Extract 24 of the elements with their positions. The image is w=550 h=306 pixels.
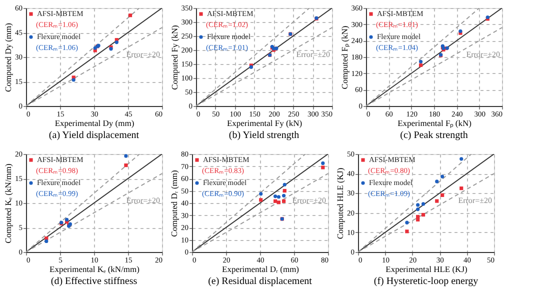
x-axis-title: Experimental HLE (KJ) bbox=[386, 264, 468, 274]
annotation: Error=±20 bbox=[466, 50, 500, 60]
text: (f) Hysteretic-loop energy bbox=[374, 276, 478, 287]
annotation: Error=±20 bbox=[296, 50, 330, 60]
annotation: Error=±20 bbox=[458, 196, 492, 206]
text: (d) Effective stiffness bbox=[50, 276, 138, 287]
x-axis-title: Experimental Fy (kN) bbox=[226, 118, 302, 128]
x-axis-title: Experimental Fₚ (kN) bbox=[398, 118, 472, 129]
y-axis-title: Computed Dy (mm) bbox=[3, 22, 13, 92]
annotation: Error=±20 bbox=[126, 196, 160, 206]
annotation: Error=±20 bbox=[126, 50, 160, 60]
y-axis-title: Computed Kₑ (kN/mm) bbox=[3, 164, 13, 244]
x-axis-title: Experimental Dᵣ (mm) bbox=[222, 264, 300, 274]
annotation: Error=±20 bbox=[292, 196, 326, 206]
y-axis-title: Computed Fₚ (kN) bbox=[339, 26, 350, 90]
text: (e) Residual displacement bbox=[208, 276, 312, 287]
y-axis-title: Computed Fy (kN) bbox=[169, 24, 180, 90]
text: (a) Yield displacement bbox=[48, 130, 140, 141]
text: (c) Peak strength bbox=[400, 130, 468, 141]
y-axis-title: Computed Dᵣ (mm) bbox=[169, 170, 179, 237]
y-axis-title: Computed HLE (KJ) bbox=[335, 168, 345, 240]
x-axis-title: Experimental Dy (mm) bbox=[54, 118, 134, 128]
x-axis-title: Experimental Kₑ (kN/mm) bbox=[50, 264, 140, 274]
text: (b) Yield strength bbox=[228, 130, 300, 141]
